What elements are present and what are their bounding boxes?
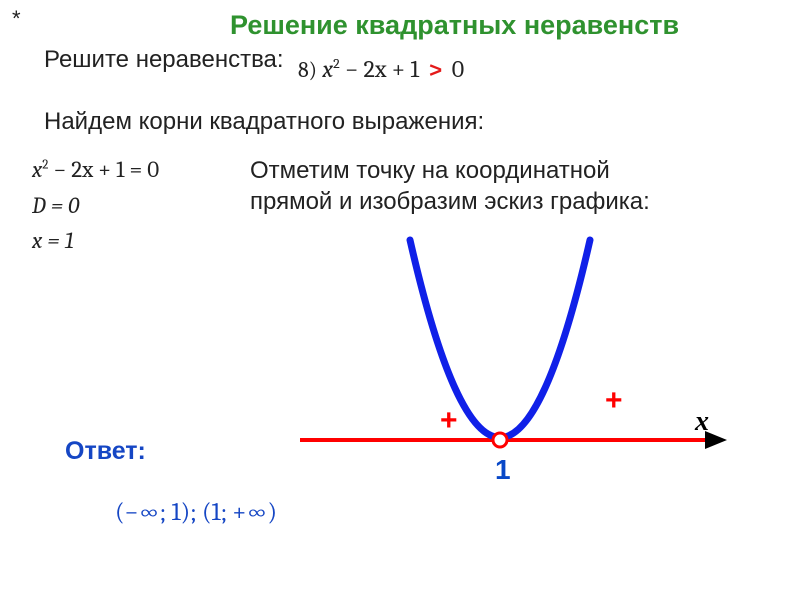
eq-line-2: D = 0 (32, 188, 159, 224)
answer-value: (−∞; 1); (1; +∞) (115, 498, 277, 527)
svg-text:+: + (440, 404, 458, 437)
svg-text:+: + (605, 384, 623, 417)
find-roots-text: Найдем корни квадратного выражения: (44, 108, 484, 136)
eq-part: x (32, 156, 42, 183)
asterisk: * (12, 6, 21, 32)
graph-note: Отметим точку на координатной прямой и и… (250, 155, 650, 217)
expr-part: x (322, 55, 333, 83)
svg-text:1: 1 (495, 454, 511, 485)
equations-block: x2 − 2x + 1 = 0 D = 0 x = 1 (32, 152, 159, 259)
eq-line-1: x2 − 2x + 1 = 0 (32, 152, 159, 188)
answer-label: Ответ: (65, 437, 146, 466)
problem-expression: 8) x2 − 2x + 1 > 0 (298, 55, 464, 83)
page-title: Решение квадратных неравенств (230, 10, 679, 41)
parabola-graph: + + x 1 (300, 235, 740, 495)
note-line: прямой и изобразим эскиз графика: (250, 186, 650, 217)
note-line: Отметим точку на координатной (250, 155, 650, 186)
instruction-text: Решите неравенства: (44, 46, 284, 74)
eq-part: − 2x + 1 = 0 (48, 156, 159, 183)
eq-line-3: x = 1 (32, 223, 159, 259)
expr-part: 0 (447, 55, 465, 83)
problem-number: 8) (298, 57, 317, 83)
svg-text:x: x (694, 406, 709, 437)
expr-sq: 2 (333, 55, 340, 72)
graph-container: + + x 1 (300, 235, 740, 501)
expr-part: − 2x + 1 (340, 55, 425, 83)
gt-sign: > (424, 55, 446, 83)
